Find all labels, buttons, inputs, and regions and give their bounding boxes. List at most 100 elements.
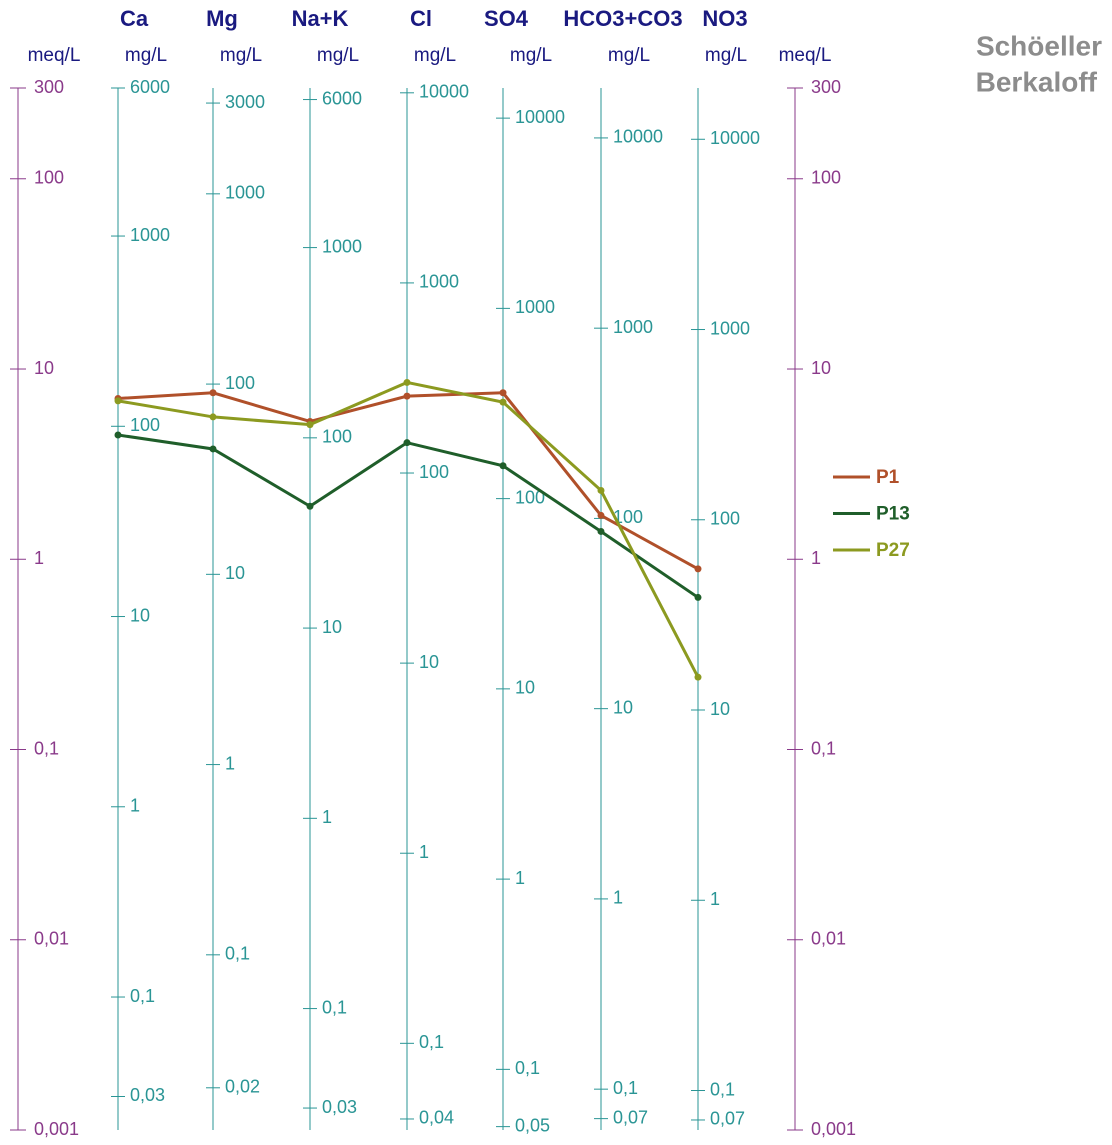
y-tick-label: 0,1 bbox=[613, 1078, 638, 1098]
data-point bbox=[499, 398, 507, 406]
y-tick-label: 1000 bbox=[710, 318, 750, 338]
data-point bbox=[114, 431, 122, 439]
data-point bbox=[499, 462, 507, 470]
y-tick-label: 300 bbox=[34, 77, 64, 97]
axis-unit: mg/L bbox=[705, 45, 747, 66]
y-tick-label: 0,07 bbox=[613, 1107, 648, 1127]
axis-unit: mg/L bbox=[317, 45, 359, 66]
y-tick-label: 6000 bbox=[322, 88, 362, 108]
data-point bbox=[499, 389, 507, 397]
y-tick-label: 1000 bbox=[225, 183, 265, 203]
column-name: HCO3+CO3 bbox=[563, 6, 682, 31]
legend-label: P1 bbox=[876, 467, 900, 488]
y-tick-label: 100 bbox=[130, 415, 160, 435]
data-point bbox=[306, 421, 314, 429]
y-tick-label: 10 bbox=[130, 605, 150, 625]
y-tick-label: 1 bbox=[322, 807, 332, 827]
y-tick-label: 0,1 bbox=[322, 997, 347, 1017]
y-tick-label: 10000 bbox=[419, 82, 469, 102]
data-point bbox=[694, 673, 702, 681]
y-tick-label: 1 bbox=[225, 753, 235, 773]
y-tick-label: 100 bbox=[34, 168, 64, 188]
y-tick-label: 0,02 bbox=[225, 1077, 260, 1097]
y-tick-label: 100 bbox=[811, 168, 841, 188]
y-tick-label: 0,001 bbox=[811, 1119, 856, 1139]
title-line: Schöeller bbox=[976, 30, 1102, 61]
y-tick-label: 0,03 bbox=[130, 1085, 165, 1105]
y-tick-label: 0,03 bbox=[322, 1097, 357, 1117]
y-tick-label: 0,01 bbox=[811, 929, 846, 949]
y-tick-label: 10000 bbox=[613, 127, 663, 147]
y-tick-label: 100 bbox=[419, 462, 449, 482]
y-tick-label: 0,1 bbox=[130, 986, 155, 1006]
data-point bbox=[694, 593, 702, 601]
data-point bbox=[403, 392, 411, 400]
y-tick-label: 10 bbox=[710, 699, 730, 719]
y-tick-label: 0,1 bbox=[515, 1058, 540, 1078]
y-tick-label: 0,07 bbox=[710, 1109, 745, 1129]
y-tick-label: 0,05 bbox=[515, 1115, 550, 1135]
y-tick-label: 1 bbox=[34, 548, 44, 568]
column-name: Mg bbox=[206, 6, 238, 31]
series-line bbox=[117, 433, 699, 599]
column-name: Cl bbox=[410, 6, 432, 31]
y-tick-label: 0,01 bbox=[34, 929, 69, 949]
axis-unit: meq/L bbox=[28, 45, 81, 66]
y-tick-label: 1 bbox=[613, 888, 623, 908]
y-tick-label: 1000 bbox=[322, 236, 362, 256]
axis-unit: mg/L bbox=[510, 45, 552, 66]
y-tick-label: 1 bbox=[515, 868, 525, 888]
y-tick-label: 0,1 bbox=[811, 738, 836, 758]
legend-label: P27 bbox=[876, 540, 910, 561]
data-point bbox=[209, 389, 217, 397]
y-tick-label: 300 bbox=[811, 77, 841, 97]
y-tick-label: 0,001 bbox=[34, 1119, 79, 1139]
y-tick-label: 100 bbox=[613, 507, 643, 527]
axis-unit: mg/L bbox=[220, 45, 262, 66]
y-tick-label: 0,1 bbox=[34, 738, 59, 758]
data-point bbox=[209, 445, 217, 453]
y-tick-label: 3000 bbox=[225, 92, 265, 112]
column-name: SO4 bbox=[484, 6, 529, 31]
data-point bbox=[403, 378, 411, 386]
title-line: Berkaloff bbox=[976, 66, 1098, 97]
y-tick-label: 10 bbox=[225, 563, 245, 583]
data-point bbox=[597, 511, 605, 519]
y-tick-label: 1 bbox=[710, 889, 720, 909]
series-line bbox=[117, 380, 700, 678]
y-tick-label: 10000 bbox=[515, 107, 565, 127]
data-point bbox=[597, 527, 605, 535]
data-point bbox=[114, 397, 122, 405]
column-name: NO3 bbox=[702, 6, 747, 31]
y-tick-label: 6000 bbox=[130, 77, 170, 97]
data-point bbox=[694, 565, 702, 573]
axis-unit: mg/L bbox=[608, 45, 650, 66]
y-tick-label: 10 bbox=[34, 358, 54, 378]
y-tick-label: 1000 bbox=[130, 225, 170, 245]
data-point bbox=[403, 439, 411, 447]
y-tick-label: 100 bbox=[322, 427, 352, 447]
y-tick-label: 0,1 bbox=[419, 1032, 444, 1052]
axis-unit: meq/L bbox=[779, 45, 832, 66]
y-tick-label: 0,1 bbox=[225, 944, 250, 964]
y-tick-label: 1 bbox=[811, 548, 821, 568]
y-tick-label: 100 bbox=[710, 509, 740, 529]
y-tick-label: 10 bbox=[613, 697, 633, 717]
y-tick-label: 1000 bbox=[419, 272, 459, 292]
y-tick-label: 10 bbox=[811, 358, 831, 378]
data-point bbox=[209, 413, 217, 421]
column-name: Ca bbox=[120, 6, 149, 31]
axis-unit: mg/L bbox=[125, 45, 167, 66]
data-point bbox=[597, 486, 605, 494]
y-tick-label: 100 bbox=[225, 373, 255, 393]
y-tick-label: 1 bbox=[130, 796, 140, 816]
y-tick-label: 0,1 bbox=[710, 1079, 735, 1099]
y-tick-label: 0,04 bbox=[419, 1108, 454, 1128]
y-tick-label: 10000 bbox=[710, 128, 760, 148]
y-tick-label: 100 bbox=[515, 487, 545, 507]
axis-unit: mg/L bbox=[414, 45, 456, 66]
data-point bbox=[306, 502, 314, 510]
y-tick-label: 10 bbox=[419, 652, 439, 672]
y-tick-label: 1 bbox=[419, 842, 429, 862]
